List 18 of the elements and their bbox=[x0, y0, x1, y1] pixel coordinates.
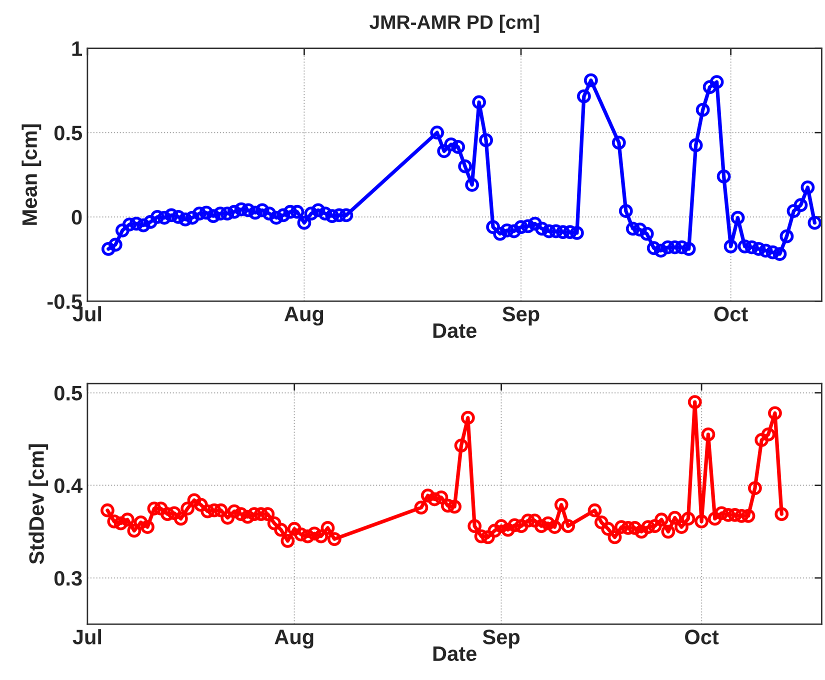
x-axis-title: Date bbox=[433, 646, 476, 662]
y-tick-label: 0.5 bbox=[54, 126, 82, 140]
x-tick-label: Aug bbox=[274, 630, 314, 649]
chart-title: JMR-AMR PD [cm] bbox=[370, 14, 539, 33]
y-tick-label: 0 bbox=[72, 210, 82, 225]
y-tick-label: 0.4 bbox=[54, 478, 82, 494]
y-axis-title: StdDev [cm] bbox=[28, 444, 48, 564]
x-tick-label: Sep bbox=[502, 306, 540, 326]
x-axis-title: Date bbox=[433, 324, 476, 338]
x-tick-label: Sep bbox=[482, 630, 520, 649]
y-tick-label: 0.3 bbox=[54, 570, 82, 586]
y-axis-title: Mean [cm] bbox=[22, 124, 42, 225]
y-tick-label: 1 bbox=[72, 41, 82, 56]
x-tick-label: Oct bbox=[685, 630, 719, 644]
x-tick-label: Oct bbox=[714, 306, 748, 322]
x-tick-label: Jul bbox=[72, 629, 102, 644]
x-tick-label: Aug bbox=[284, 306, 324, 326]
y-tick-label: 0.5 bbox=[54, 386, 82, 401]
